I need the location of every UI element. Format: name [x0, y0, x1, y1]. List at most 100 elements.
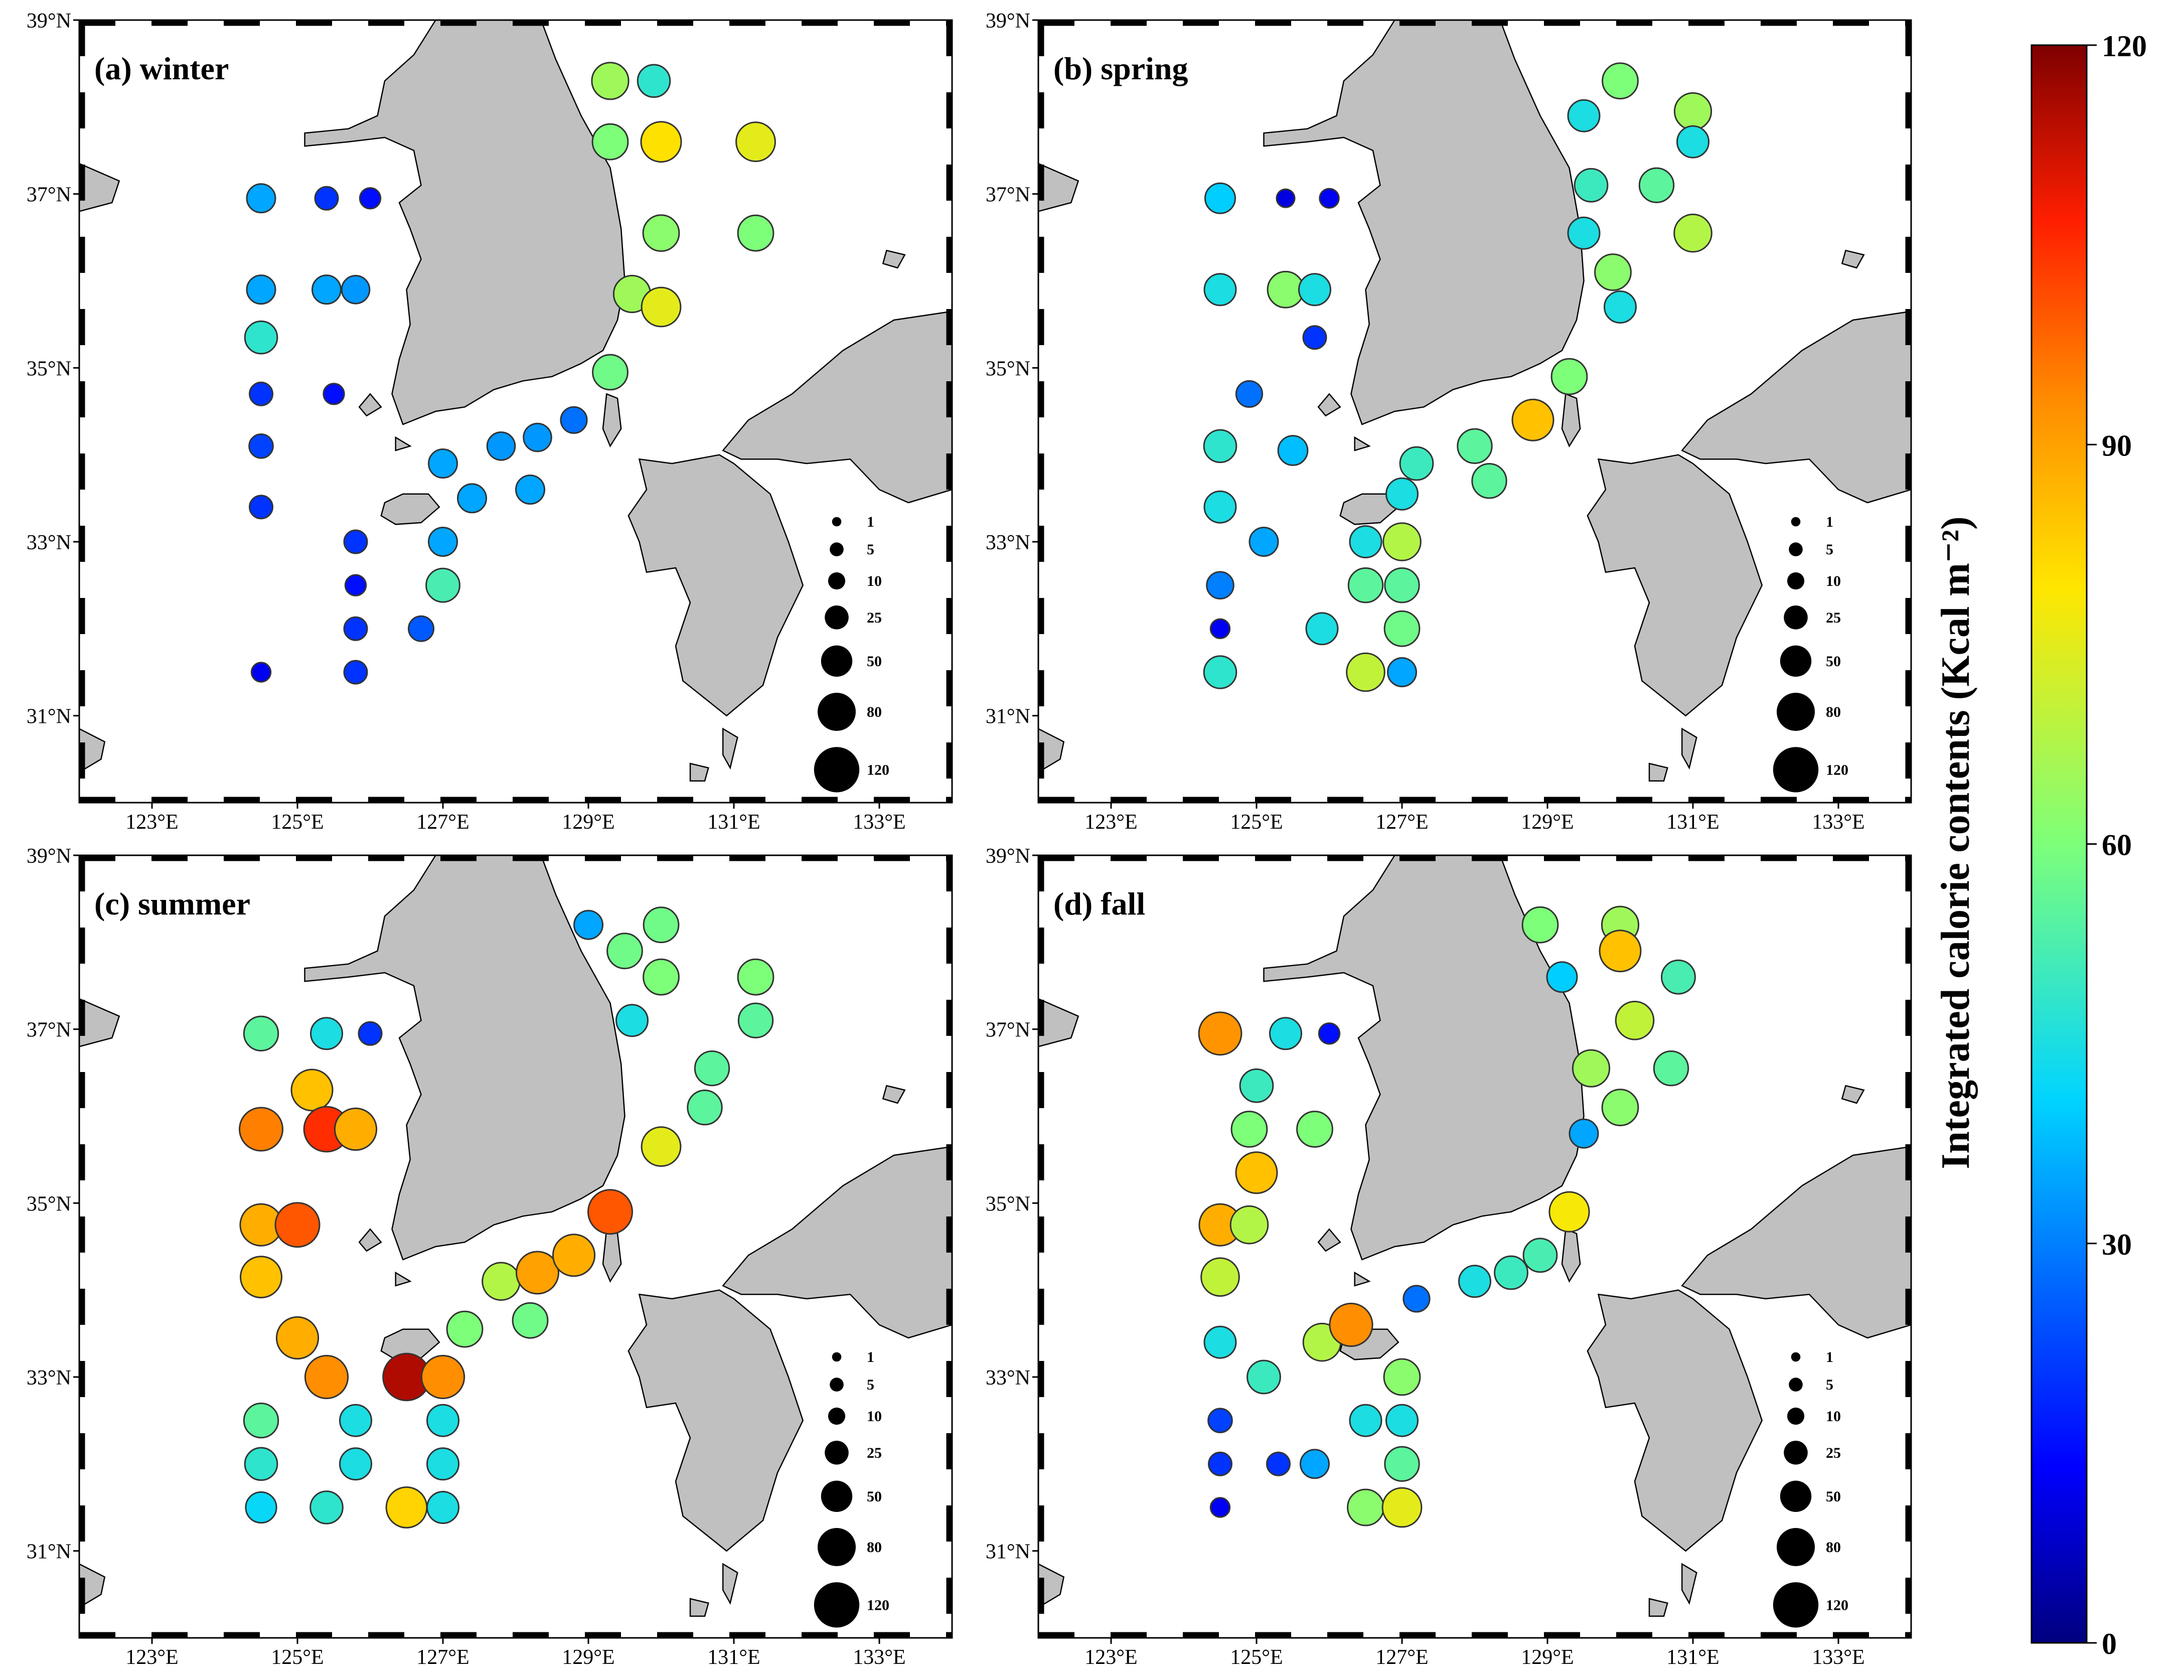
station-marker: [615, 1004, 649, 1037]
station-marker: [426, 1491, 459, 1524]
station-marker: [426, 1447, 459, 1481]
land-polygon: [1038, 1563, 1065, 1608]
station-marker: [1200, 1257, 1240, 1297]
station-marker: [642, 214, 680, 252]
land-polygon: [358, 1228, 382, 1252]
station-marker: [1385, 477, 1419, 511]
station-marker: [1676, 125, 1709, 159]
size-legend-marker: [825, 1441, 849, 1465]
land-polygon: [1354, 436, 1371, 451]
lat-tick-label: 37°N: [986, 184, 1030, 207]
lat-tick-label: 33°N: [27, 531, 71, 554]
landmass: [1038, 20, 1911, 782]
station-marker: [1349, 1404, 1382, 1437]
station-marker: [1276, 188, 1296, 208]
station-marker: [1203, 655, 1237, 689]
land-polygon: [1648, 762, 1668, 782]
station-marker: [1601, 1089, 1639, 1127]
size-legend-label: 120: [867, 1597, 889, 1613]
station-marker: [1567, 99, 1601, 132]
station-marker: [446, 1310, 484, 1348]
lon-tick-label: 131°E: [1666, 1646, 1719, 1669]
lon-tick-label: 133°E: [853, 1646, 905, 1669]
colorbar-ticks: 0 30 60 90 120: [2087, 30, 2147, 1660]
station-marker: [339, 1447, 372, 1481]
size-legend-label: 10: [1826, 573, 1841, 589]
station-marker: [587, 1189, 633, 1235]
station-marker: [290, 1068, 334, 1112]
station-marker: [1494, 1255, 1528, 1290]
station-marker: [573, 909, 603, 940]
station-marker: [1471, 463, 1507, 499]
station-marker: [1569, 1118, 1599, 1149]
lon-tick-label: 123°E: [1084, 1646, 1137, 1669]
station-marker: [643, 958, 680, 996]
size-legend-marker: [828, 572, 846, 590]
station-marker: [323, 383, 345, 405]
size-legend-marker: [818, 693, 856, 731]
colorbar-tick-label: 90: [2102, 429, 2132, 462]
size-legend-label: 5: [867, 541, 874, 558]
station-marker: [240, 1256, 282, 1299]
station-marker: [737, 1002, 774, 1039]
station-marker: [359, 187, 382, 210]
station-marker: [512, 1302, 549, 1339]
size-legend-label: 25: [1826, 609, 1841, 626]
station-marker: [314, 186, 339, 211]
station-marker: [1229, 1205, 1269, 1245]
station-marker: [1384, 1446, 1420, 1482]
colorbar-gradient: [2031, 44, 2088, 1644]
land-polygon: [304, 20, 626, 425]
land-polygon: [722, 311, 952, 504]
station-marker: [1382, 522, 1422, 561]
station-marker: [1298, 273, 1331, 307]
station-marker: [344, 574, 367, 596]
station-marker: [1203, 490, 1237, 524]
station-marker: [1230, 1111, 1268, 1148]
station-marker: [1385, 1404, 1419, 1437]
size-legend-marker: [830, 1378, 844, 1392]
land-polygon: [304, 855, 626, 1261]
land-polygon: [1317, 393, 1341, 417]
lon-tick-label: 123°E: [125, 811, 178, 834]
lon-tick-label: 131°E: [1666, 811, 1719, 834]
lon-tick-label: 123°E: [1084, 811, 1137, 834]
station-marker: [1550, 358, 1588, 395]
landmass: [79, 855, 952, 1617]
land-polygon: [882, 1085, 906, 1104]
size-legend-label: 25: [1826, 1445, 1841, 1461]
station-marker: [1208, 1451, 1232, 1476]
station-marker: [1235, 1151, 1278, 1194]
size-legend-marker: [814, 747, 860, 793]
station-marker: [516, 1251, 559, 1295]
size-legend-marker: [1780, 645, 1812, 677]
lat-tick-label: 37°N: [27, 184, 71, 207]
station-marker: [1458, 1265, 1491, 1298]
land-polygon: [628, 1289, 804, 1552]
lon-tick-label: 129°E: [562, 1646, 614, 1669]
station-marker: [275, 1316, 320, 1360]
station-marker: [560, 406, 588, 434]
land-polygon: [79, 728, 106, 773]
station-marker: [1457, 428, 1493, 464]
station-marker: [249, 495, 273, 520]
map-frame: [1037, 19, 1912, 804]
station-marker: [1567, 216, 1601, 250]
size-legend-label: 10: [1826, 1408, 1841, 1425]
size-legend-marker: [1789, 542, 1803, 556]
size-legend-label: 50: [867, 653, 882, 670]
station-marker: [1346, 652, 1385, 692]
colorbar-tick-label: 0: [2102, 1627, 2117, 1660]
land-polygon: [1681, 1563, 1697, 1605]
land-polygon: [395, 436, 412, 451]
size-legend-label: 80: [867, 1539, 882, 1556]
lat-tick-label: 31°N: [27, 705, 71, 728]
station-marker: [591, 123, 629, 161]
station-marker: [1235, 380, 1264, 408]
landmass: [79, 20, 952, 782]
lon-tick-label: 129°E: [1521, 811, 1574, 834]
size-legend-marker: [821, 1480, 853, 1512]
lon-tick-label: 125°E: [1230, 811, 1283, 834]
